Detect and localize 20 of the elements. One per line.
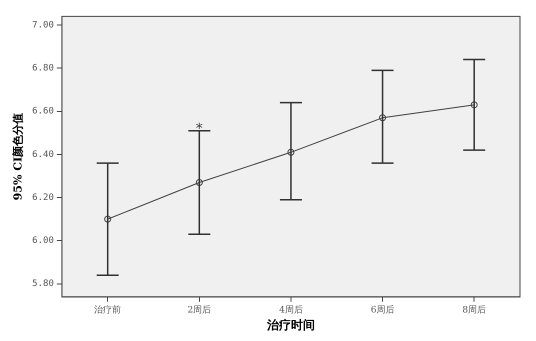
- x-tick-label: 4周后: [279, 304, 303, 316]
- y-tick-label: 7.00: [32, 20, 54, 30]
- point: [287, 148, 294, 156]
- x-axis-title: 治疗时间: [266, 318, 315, 332]
- x-tick-label: 2周后: [187, 304, 212, 316]
- x-tick-label: 6周后: [370, 304, 394, 316]
- point: [104, 216, 112, 223]
- y-tick-label: 5.80: [32, 279, 54, 290]
- y-tick-label: 6.60: [32, 106, 54, 117]
- y-tick-label: 6.40: [32, 150, 54, 160]
- y-axis-title: 95% CI颜色分值: [11, 112, 24, 200]
- point: [379, 114, 386, 122]
- annotation: *: [196, 121, 203, 138]
- y-tick-label: 6.00: [32, 236, 54, 246]
- point: [196, 178, 203, 186]
- y-tick-label: 6.20: [32, 192, 54, 203]
- point: [470, 101, 478, 108]
- x-tick-label: 治疗前: [94, 304, 122, 316]
- y-tick-label: 6.80: [32, 64, 54, 74]
- x-tick-label: 8周后: [462, 304, 486, 316]
